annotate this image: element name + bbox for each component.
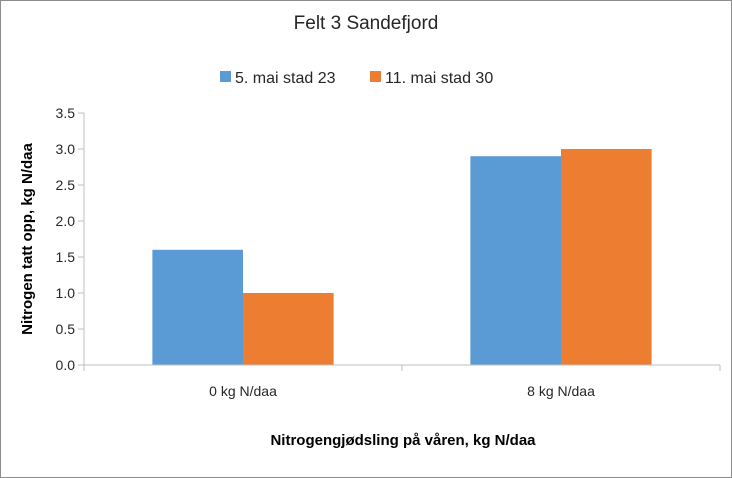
legend-swatch — [370, 71, 381, 82]
y-tick-label: 2.0 — [56, 213, 76, 229]
y-tick-label: 0.5 — [56, 321, 76, 337]
y-tick-label: 1.5 — [56, 249, 76, 265]
bar-series-1-0-kg-n-daa — [152, 249, 243, 365]
x-tick-label: 0 kg N/daa — [209, 383, 277, 399]
y-tick-label: 3.0 — [56, 141, 76, 157]
y-tick-label: 2.5 — [56, 177, 76, 193]
y-axis-title: Nitrogen tatt opp, kg N/daa — [19, 143, 36, 335]
y-tick-label: 3.5 — [56, 105, 76, 121]
legend-label: 5. mai stad 23 — [235, 70, 336, 87]
legend-label: 11. mai stad 30 — [385, 70, 493, 87]
legend-swatch — [220, 71, 231, 82]
y-axis-ticks: 0.0 0.5 1.0 1.5 2.0 2.5 3.0 3.5 — [56, 105, 84, 373]
chart-title: Felt 3 Sandefjord — [294, 13, 439, 34]
legend: 5. mai stad 23 11. mai stad 30 — [220, 70, 493, 87]
bar-series-1-8-kg-n-daa — [470, 156, 561, 365]
bar-series-2-0-kg-n-daa — [243, 293, 334, 365]
bars — [152, 149, 652, 365]
x-tick-label: 8 kg N/daa — [527, 383, 595, 399]
x-axis-ticks: 0 kg N/daa 8 kg N/daa — [83, 365, 721, 399]
y-tick-label: 1.0 — [56, 285, 76, 301]
y-tick-label: 0.0 — [56, 357, 76, 373]
x-axis-title: Nitrogengjødsling på våren, kg N/daa — [270, 432, 536, 449]
bar-series-2-8-kg-n-daa — [561, 149, 652, 365]
